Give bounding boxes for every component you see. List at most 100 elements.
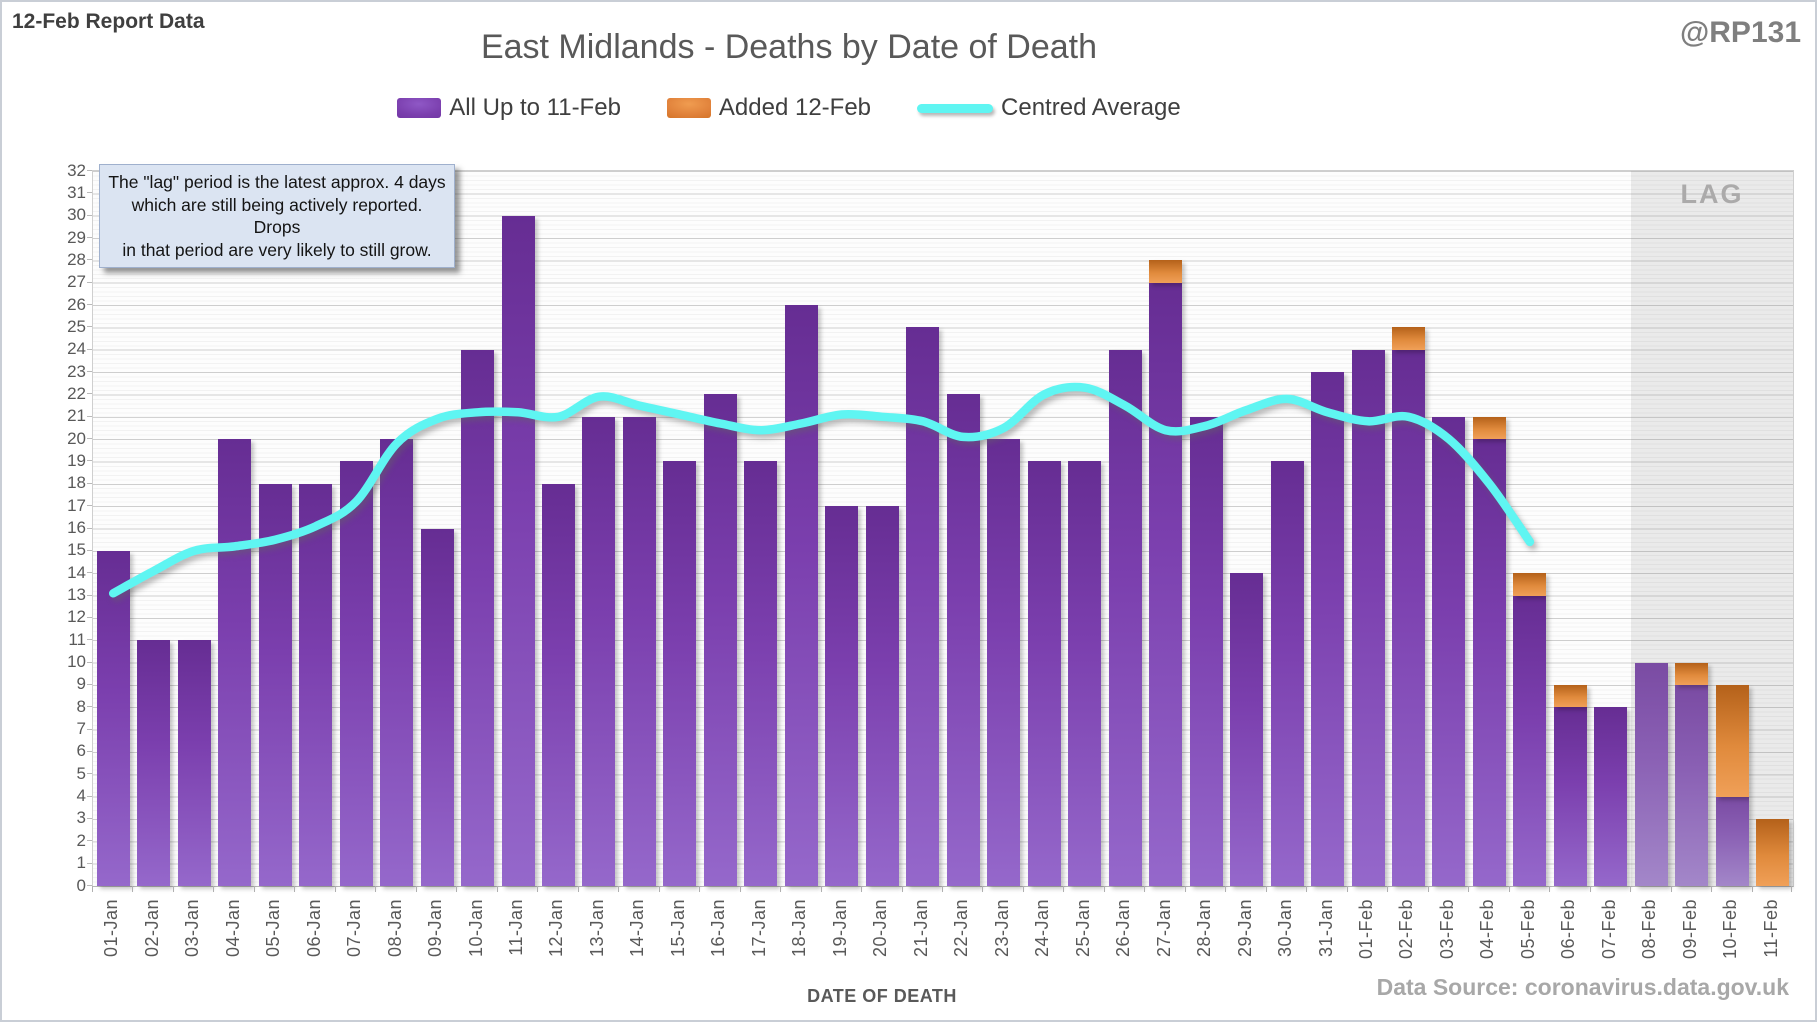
y-axis-tick bbox=[87, 773, 92, 775]
data-source-label: Data Source: coronavirus.data.gov.uk bbox=[1376, 974, 1789, 1000]
y-axis-tick bbox=[87, 505, 92, 507]
x-axis-tick bbox=[334, 886, 336, 892]
y-axis-tick-label: 1 bbox=[76, 853, 86, 873]
y-axis-tick-label: 2 bbox=[76, 830, 86, 850]
y-axis-tick-label: 28 bbox=[67, 249, 86, 269]
bar-20-Jan-reported bbox=[865, 506, 899, 886]
x-axis-tick bbox=[294, 886, 296, 892]
legend-item-added: Added 12-Feb bbox=[666, 94, 871, 122]
bar-06-Jan-reported bbox=[299, 483, 333, 886]
y-axis-tick bbox=[87, 527, 92, 529]
bar-03-Feb-reported bbox=[1432, 416, 1466, 886]
lag-region-label: LAG bbox=[1680, 179, 1744, 209]
x-axis-tick bbox=[456, 886, 458, 892]
y-axis-tick-label: 20 bbox=[67, 428, 86, 448]
x-axis-label-29-Jan: 29-Jan bbox=[1234, 899, 1255, 958]
x-axis-label-07-Jan: 07-Jan bbox=[344, 899, 365, 958]
x-axis-tick bbox=[1711, 886, 1713, 892]
y-axis-tick-label: 3 bbox=[76, 808, 86, 828]
y-axis-tick-label: 11 bbox=[68, 629, 86, 649]
x-axis-label-26-Jan: 26-Jan bbox=[1113, 899, 1134, 958]
bar-09-Jan-reported bbox=[420, 528, 454, 886]
bar-16-Jan-reported bbox=[703, 394, 737, 886]
bar-12-Jan-reported bbox=[541, 483, 575, 886]
centred-average-line bbox=[108, 382, 1535, 598]
y-axis-tick bbox=[87, 281, 92, 283]
y-axis-tick-label: 21 bbox=[67, 406, 86, 426]
bar-05-Jan-reported bbox=[258, 483, 292, 886]
y-axis-tick bbox=[87, 371, 92, 373]
x-axis-label-03-Feb: 03-Feb bbox=[1436, 899, 1457, 960]
x-axis-tick bbox=[942, 886, 943, 892]
x-axis-tick bbox=[375, 886, 377, 892]
bar-31-Jan-reported bbox=[1311, 372, 1345, 886]
bar-30-Jan-reported bbox=[1270, 461, 1304, 886]
x-axis-label-06-Feb: 06-Feb bbox=[1558, 899, 1579, 960]
y-axis-tick bbox=[87, 885, 92, 886]
x-axis-label-10-Feb: 10-Feb bbox=[1720, 899, 1741, 960]
bar-05-Feb-reported bbox=[1513, 595, 1547, 886]
x-axis-tick bbox=[861, 886, 863, 892]
y-axis-tick bbox=[87, 460, 92, 462]
y-axis-tick-label: 16 bbox=[67, 518, 86, 537]
lag-annotation-box: The "lag" period is the latest approx. 4… bbox=[99, 164, 455, 268]
y-axis-tick bbox=[87, 572, 92, 574]
bar-07-Feb-reported bbox=[1594, 707, 1628, 886]
x-axis-label-30-Jan: 30-Jan bbox=[1275, 899, 1296, 958]
bar-26-Jan-reported bbox=[1108, 349, 1142, 886]
y-axis-tick bbox=[87, 214, 92, 216]
x-axis-label-11-Jan: 11-Jan bbox=[506, 899, 526, 956]
bar-11-Feb-added bbox=[1756, 818, 1790, 886]
author-handle: @RP131 bbox=[1680, 16, 1801, 49]
y-axis-tick-label: 0 bbox=[76, 875, 86, 895]
x-axis-tick bbox=[1468, 886, 1470, 892]
y-axis-tick bbox=[87, 259, 92, 261]
x-axis-tick bbox=[739, 886, 741, 892]
x-axis-tick bbox=[1346, 886, 1348, 892]
x-axis-tick bbox=[577, 886, 579, 892]
x-axis-label-12-Jan: 12-Jan bbox=[546, 899, 567, 958]
x-axis-label-15-Jan: 15-Jan bbox=[667, 899, 688, 958]
bar-05-Feb-added bbox=[1513, 573, 1547, 596]
x-axis-tick bbox=[92, 886, 93, 892]
x-axis-label-04-Feb: 04-Feb bbox=[1477, 899, 1498, 960]
x-axis-tick bbox=[1225, 886, 1227, 892]
y-axis-tick-label: 8 bbox=[76, 696, 86, 716]
x-axis-label-07-Feb: 07-Feb bbox=[1598, 899, 1619, 960]
report-label: 12-Feb Report Data bbox=[12, 10, 205, 33]
y-axis-tick-label: 15 bbox=[67, 540, 86, 560]
y-axis-tick-label: 9 bbox=[76, 674, 86, 694]
y-axis-tick-label: 25 bbox=[67, 316, 86, 336]
bar-28-Jan-reported bbox=[1189, 416, 1223, 886]
y-axis-tick bbox=[87, 438, 92, 440]
x-axis-tick bbox=[901, 886, 903, 892]
x-axis-tick bbox=[1144, 886, 1146, 892]
y-axis-tick-label: 12 bbox=[67, 607, 86, 627]
bar-04-Jan-reported bbox=[218, 439, 252, 886]
y-axis-tick-label: 13 bbox=[67, 585, 86, 605]
y-axis-tick bbox=[87, 348, 92, 350]
y-axis-tick bbox=[87, 415, 92, 417]
x-axis-label-20-Jan: 20-Jan bbox=[870, 899, 891, 958]
plot-area: LAG bbox=[92, 170, 1794, 887]
x-axis-label-02-Feb: 02-Feb bbox=[1396, 899, 1417, 960]
x-axis-label-05-Feb: 05-Feb bbox=[1517, 899, 1538, 960]
y-axis-tick-label: 6 bbox=[76, 741, 86, 761]
x-axis-label-16-Jan: 16-Jan bbox=[708, 899, 729, 958]
y-axis-tick bbox=[87, 750, 92, 752]
y-axis-tick-label: 4 bbox=[76, 786, 86, 806]
x-axis-label-19-Jan: 19-Jan bbox=[829, 899, 850, 958]
bar-22-Jan-reported bbox=[946, 394, 980, 886]
x-axis-label-25-Jan: 25-Jan bbox=[1072, 899, 1093, 958]
x-axis-tick bbox=[982, 886, 984, 892]
x-axis-tick bbox=[415, 886, 417, 892]
x-axis-tick bbox=[132, 886, 134, 892]
x-axis-label-05-Jan: 05-Jan bbox=[263, 899, 284, 958]
y-axis-tick bbox=[87, 616, 92, 618]
orange-swatch-icon bbox=[666, 98, 711, 118]
y-axis-tick-label: 32 bbox=[67, 160, 86, 180]
bar-09-Feb-reported bbox=[1675, 684, 1709, 886]
bar-25-Jan-reported bbox=[1068, 461, 1102, 886]
x-axis-label-04-Jan: 04-Jan bbox=[222, 899, 243, 958]
x-axis-label-13-Jan: 13-Jan bbox=[586, 899, 607, 958]
